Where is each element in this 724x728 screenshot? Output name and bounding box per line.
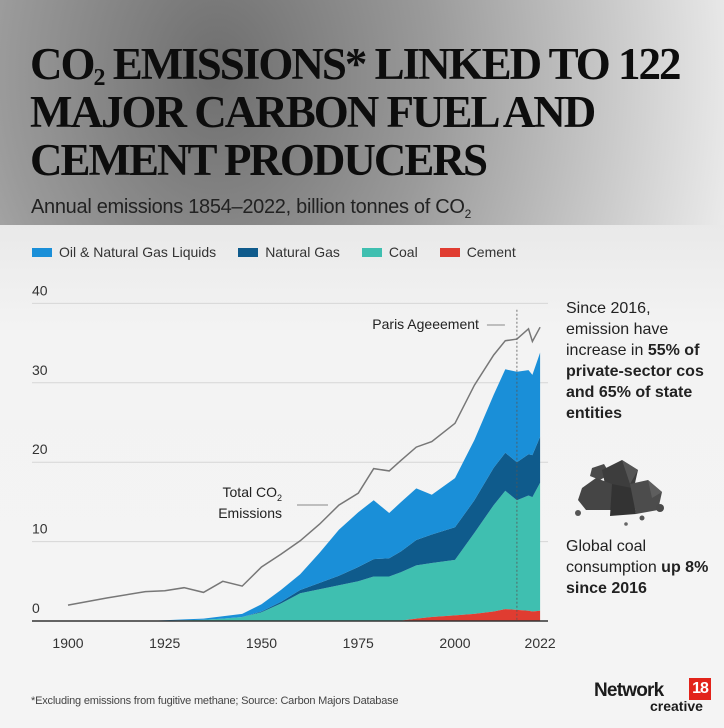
legend-item-coal: Coal [361,244,418,260]
network18-logo: Network 18 creative [594,678,722,718]
logo-creative-text: creative [650,698,703,714]
total-emissions-label-line1: Total CO2 [223,484,282,503]
paris-agreement-label: Paris Ageeement [372,316,479,332]
y-tick-label-30: 30 [32,362,48,378]
x-tick-label-2000: 2000 [439,635,470,651]
chart-subtitle: Annual emissions 1854–2022, billion tonn… [31,196,472,221]
x-tick-label-1900: 1900 [52,635,83,651]
total-emissions-annotation: Total CO2 Emissions [218,484,328,521]
x-tick-label-2022: 2022 [525,635,556,651]
legend-item-cement: Cement [439,244,516,260]
emissions-area-chart: Paris Ageeement Total CO2 Emissions 0 10 2… [32,282,556,651]
legend-swatch-cement [439,247,460,257]
legend-label-cement: Cement [466,244,516,260]
legend-label-coal: Coal [388,244,418,260]
coal-pile-icon [575,460,664,526]
legend-label-oil: Oil & Natural Gas Liquids [59,244,217,260]
legend-item-natural-gas: Natural Gas [238,244,340,260]
legend-item-oil: Oil & Natural Gas Liquids [32,244,216,260]
legend-swatch-oil [32,247,52,257]
legend-swatch-coal [361,247,382,257]
area-oil-natural-gas-liquids [68,352,541,621]
legend-label-natural-gas: Natural Gas [265,244,340,260]
y-tick-label-0: 0 [32,600,40,616]
area-coal [68,482,541,621]
y-tick-label-10: 10 [32,521,48,537]
x-tick-label-1950: 1950 [246,635,277,651]
footnote: *Excluding emissions from fugitive metha… [31,695,399,707]
page-title: CO2 EMISSIONS* LINKED TO 122 MAJOR CARBO… [30,39,682,185]
x-axis-ticks: 1900 1925 1950 1975 2000 2022 [52,635,555,651]
total-emissions-line [67,326,541,606]
area-cement [68,609,541,621]
paris-agreement-marker: Paris Ageeement [372,309,518,621]
total-emissions-label-line2: Emissions [218,505,282,521]
total-emissions-line-group [67,326,541,606]
y-axis-ticks: 0 10 20 30 40 [32,282,48,616]
stacked-areas [68,352,541,621]
logo-18-badge: 18 [689,678,711,700]
side-note-coal-consumption: Global coal consumption up 8% since 2016 [566,538,709,597]
y-tick-label-40: 40 [32,282,48,298]
logo-network-text: Network [594,680,664,701]
y-tick-label-20: 20 [32,441,48,457]
side-note-private-state: Since 2016, emission have increase in 55… [566,300,704,422]
x-tick-label-1925: 1925 [149,635,180,651]
legend-swatch-natural-gas [238,247,259,257]
x-tick-label-1975: 1975 [343,635,374,651]
chart-legend: Oil & Natural Gas Liquids Natural Gas Co… [32,244,538,260]
